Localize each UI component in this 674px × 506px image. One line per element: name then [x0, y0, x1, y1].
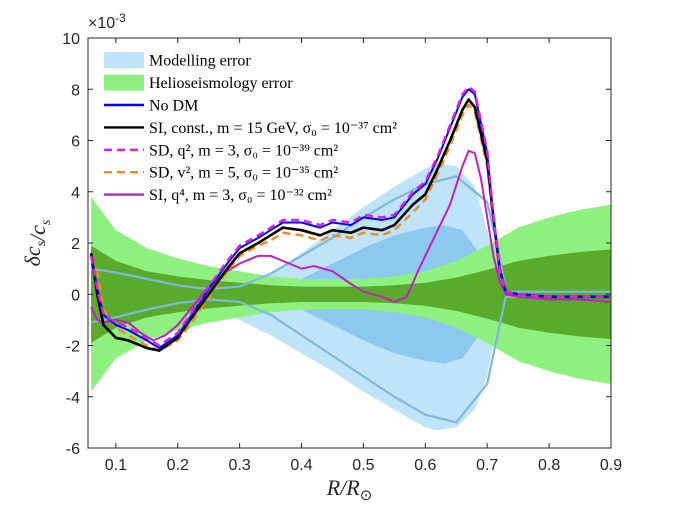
x-axis-label: R/R⊙	[326, 475, 373, 504]
y-tick-label: -4	[66, 390, 80, 407]
legend-label: SD, q², m = 3, σ₀ = 10⁻³⁹ cm²	[149, 142, 338, 159]
x-tick-label: 0.1	[105, 457, 127, 474]
x-tick-label: 0.8	[538, 457, 560, 474]
y-multiplier-exponent: -3	[115, 11, 126, 25]
legend-entry-si-q-m-3-10-cm: SI, q⁴, m = 3, σ₀ = 10⁻³² cm²	[104, 187, 332, 204]
y-tick-label: 10	[62, 31, 80, 48]
y-tick-label: -6	[66, 441, 80, 458]
legend-label: SD, v², m = 5, σ₀ = 10⁻³⁵ cm²	[149, 165, 338, 182]
x-tick-label: 0.9	[600, 457, 622, 474]
x-tick-label: 0.7	[476, 457, 498, 474]
x-tick-label: 0.6	[414, 457, 436, 474]
model-boundary-lines	[90, 175, 611, 424]
y-multiplier: ×10-3	[88, 11, 126, 32]
legend-entry-sd-q-m-3-10-cm: SD, q², m = 3, σ₀ = 10⁻³⁹ cm²	[104, 142, 338, 159]
legend-entry-no-dm: No DM	[104, 98, 198, 115]
x-axis-ticks: 0.1 0.2 0.3 0.4 0.5 0.6 0.7 0.8 0.9	[105, 38, 622, 474]
legend: Modelling error Helioseismology error No D…	[104, 52, 397, 204]
x-tick-label: 0.5	[352, 457, 374, 474]
boundary-modelling-band-lower-edge	[90, 295, 611, 424]
legend-swatch	[104, 52, 144, 69]
y-tick-label: 2	[71, 236, 80, 253]
legend-entry-si-const-m-15-gev-10-cm: SI, const., m = 15 GeV, σ₀ = 10⁻³⁷ cm²	[104, 120, 397, 137]
y-tick-label: -2	[66, 339, 80, 356]
legend-label: No DM	[149, 98, 198, 115]
legend-swatch	[104, 74, 144, 91]
data-series	[89, 85, 612, 352]
y-tick-label: 8	[71, 82, 80, 99]
legend-label: Modelling error	[149, 53, 251, 70]
boundary-modelling-band-upper-edge	[90, 175, 611, 293]
x-tick-label: 0.2	[167, 457, 189, 474]
error-bands	[91, 163, 612, 431]
y-tick-label: 0	[71, 287, 80, 304]
band-helioseismology-error-inner	[91, 245, 612, 343]
legend-label: Helioseismology error	[149, 75, 293, 92]
legend-entry-helioseismology-error: Helioseismology error	[104, 74, 293, 92]
x-axis-label-text: R/R⊙	[326, 475, 373, 504]
series-sd-q2-m-3	[89, 85, 611, 347]
legend-label: SI, const., m = 15 GeV, σ₀ = 10⁻³⁷ cm²	[149, 120, 397, 137]
legend-label: SI, q⁴, m = 3, σ₀ = 10⁻³² cm²	[149, 187, 332, 204]
y-axis-label-text: δcs/cs	[20, 219, 54, 266]
legend-entry-modelling-error: Modelling error	[104, 52, 251, 70]
series-si-q4-m-3	[90, 149, 612, 342]
x-tick-label: 0.3	[229, 457, 251, 474]
y-axis-ticks: -6 -4 -2 0 2 4 6 8 10	[62, 31, 611, 458]
x-tick-label: 0.4	[290, 457, 312, 474]
y-multiplier-base: ×10	[88, 15, 115, 32]
y-axis-label: δcs/cs	[20, 219, 54, 266]
y-tick-label: 4	[71, 185, 80, 202]
y-tick-label: 6	[71, 134, 80, 151]
legend-entry-sd-v-m-5-10-cm: SD, v², m = 5, σ₀ = 10⁻³⁵ cm²	[104, 165, 338, 182]
